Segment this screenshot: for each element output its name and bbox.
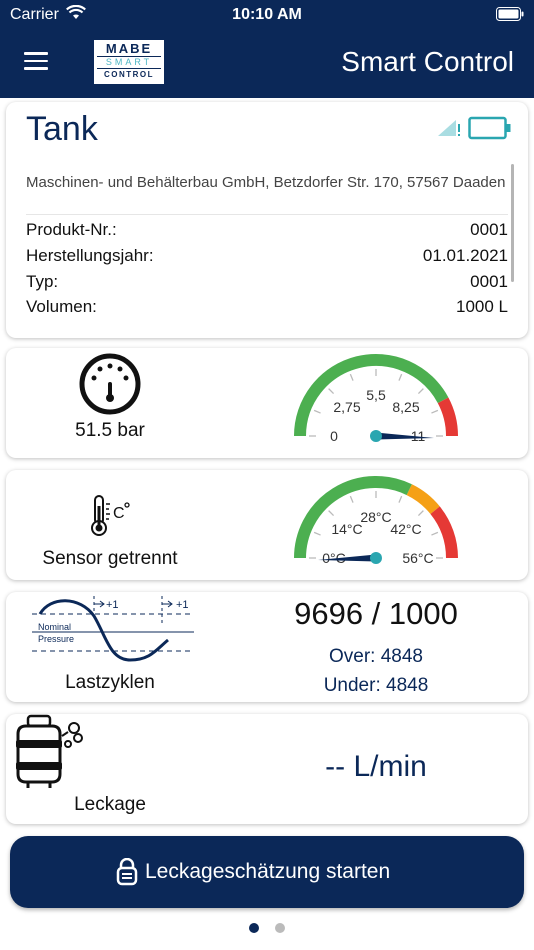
pressure-gauge-needle (375, 432, 434, 440)
pressure-gauge-tick (431, 409, 439, 414)
thermometer-icon: C (6, 494, 214, 543)
info-row-volume: Volumen: 1000 L (26, 297, 508, 323)
page-dot[interactable] (249, 923, 259, 933)
pressure-gauge-hub (370, 430, 382, 442)
pressure-gauge-arc-segment (437, 397, 458, 437)
temperature-gauge-tick (398, 495, 403, 503)
tank-info-card: Tank Maschinen- und Behälterbau GmbH, Be… (6, 102, 528, 338)
lock-icon (116, 857, 138, 891)
logo-text-mabe: MABE (105, 41, 153, 56)
mabe-logo: MABE SMART CONTROL (92, 38, 166, 86)
info-value: 1000 L (456, 297, 508, 316)
info-row-type: Typ: 0001 (26, 272, 508, 298)
pressure-gauge-tick-label: 0 (330, 428, 338, 444)
pressure-gauge-tick-label: 2,75 (333, 399, 360, 415)
pressure-gauge-tick (328, 388, 335, 395)
info-row-product: Produkt-Nr.: 0001 (26, 220, 508, 246)
temperature-gauge-needle (318, 554, 377, 562)
divider (26, 214, 508, 215)
leakage-label: Leckage (74, 794, 146, 815)
signal-warning-icon (436, 118, 462, 143)
temperature-gauge-tick (417, 510, 424, 517)
status-bar: Carrier 10:10 AM (0, 0, 534, 30)
temperature-gauge: 0°C 14°C28°C42°C 56°C (294, 476, 458, 566)
info-label: Volumen: (26, 297, 97, 316)
info-label: Typ: (26, 272, 59, 291)
info-value: 0001 (470, 272, 508, 291)
logo-text-smart: SMART (97, 56, 161, 69)
cycles-over: Over: 4848 (329, 646, 423, 667)
pressure-gauge: 0 2,75 5,5 8,25 11 (294, 354, 458, 444)
tank-title: Tank (26, 110, 98, 148)
load-cycles-label: Lastzyklen (65, 672, 155, 693)
pressure-gauge-tick-label: 8,25 (392, 399, 419, 415)
diagram-plus-label: +1 (176, 599, 189, 611)
manufacturer-address: Maschinen- und Behälterbau GmbH, Betzdor… (26, 174, 506, 191)
temperature-gauge-tick-label: 14°C (331, 521, 362, 537)
battery-icon (468, 116, 512, 145)
cycle-count: 9696 / 1000 (294, 596, 458, 631)
info-value: 0001 (470, 220, 508, 239)
info-label: Herstellungsjahr: (26, 246, 154, 265)
temperature-gauge-tick (328, 510, 335, 517)
temperature-gauge-tick (349, 495, 354, 503)
temperature-gauge-tick (431, 531, 439, 536)
app-title: Smart Control (341, 46, 514, 77)
diagram-pressure-label: Pressure (38, 634, 74, 644)
app-header: Carrier 10:10 AM MABE SMART CONTROL Smar… (0, 0, 534, 98)
temperature-gauge-arc-segment (294, 476, 412, 559)
pressure-gauge-tick (417, 388, 424, 395)
pressure-card[interactable]: 51.5 bar 0 2,75 5,5 8,25 11 (6, 348, 528, 458)
svg-text:C: C (113, 505, 125, 522)
temperature-gauge-hub (370, 552, 382, 564)
pressure-gauge-tick (313, 409, 321, 414)
info-label: Produkt-Nr.: (26, 220, 117, 239)
start-button-label: Leckageschätzung starten (145, 860, 391, 883)
status-battery-icon (496, 7, 524, 26)
info-value: 01.01.2021 (422, 246, 508, 265)
page-dot[interactable] (275, 923, 285, 933)
page-indicator[interactable] (0, 920, 534, 938)
menu-button[interactable] (24, 52, 48, 70)
pressure-gauge-tick-label: 5,5 (366, 387, 386, 403)
info-row-year: Herstellungsjahr: 01.01.2021 (26, 246, 508, 272)
temperature-gauge-arc-segment (406, 484, 440, 515)
wifi-icon (66, 4, 86, 26)
load-cycles-card[interactable]: +1 +1 Nominal Pressure Lastzyklen 9696 /… (6, 592, 528, 702)
pressure-value: 51.5 bar (75, 420, 145, 441)
temperature-gauge-tick (313, 531, 321, 536)
load-cycle-diagram: +1 +1 Nominal Pressure (30, 594, 194, 671)
pressure-gauge-tick (349, 373, 354, 381)
leakage-flow: -- L/min (325, 750, 427, 783)
temperature-gauge-tick-label: 42°C (390, 521, 421, 537)
diagram-plus-label: +1 (106, 599, 119, 611)
diagram-nominal-label: Nominal (38, 622, 71, 632)
gas-cylinder-leak-icon (6, 714, 528, 795)
start-leak-estimation-button[interactable]: Leckageschätzung starten (10, 836, 524, 908)
leakage-card[interactable]: Leckage -- L/min (6, 714, 528, 824)
temperature-gauge-arc-segment (430, 506, 458, 559)
cycles-under: Under: 4848 (323, 675, 429, 696)
temperature-card[interactable]: C Sensor getrennt 0°C 14°C 28°C 42°C 56°C (6, 470, 528, 580)
carrier-label: Carrier (10, 6, 59, 23)
temperature-gauge-tick-label: 0°C (322, 550, 346, 566)
clock: 10:10 AM (232, 6, 302, 23)
pressure-gauge-arc-segment (294, 354, 449, 437)
temperature-gauge-tick-label: 56°C (402, 550, 433, 566)
temperature-gauge-tick-label: 28°C (360, 509, 391, 525)
pressure-gauge-tick-label: 11 (411, 428, 426, 444)
logo-text-control: CONTROL (103, 70, 155, 79)
pressure-gauge-icon (6, 352, 214, 421)
scrollbar[interactable] (511, 164, 514, 282)
pressure-gauge-tick (398, 373, 403, 381)
temperature-status: Sensor getrennt (42, 548, 178, 569)
